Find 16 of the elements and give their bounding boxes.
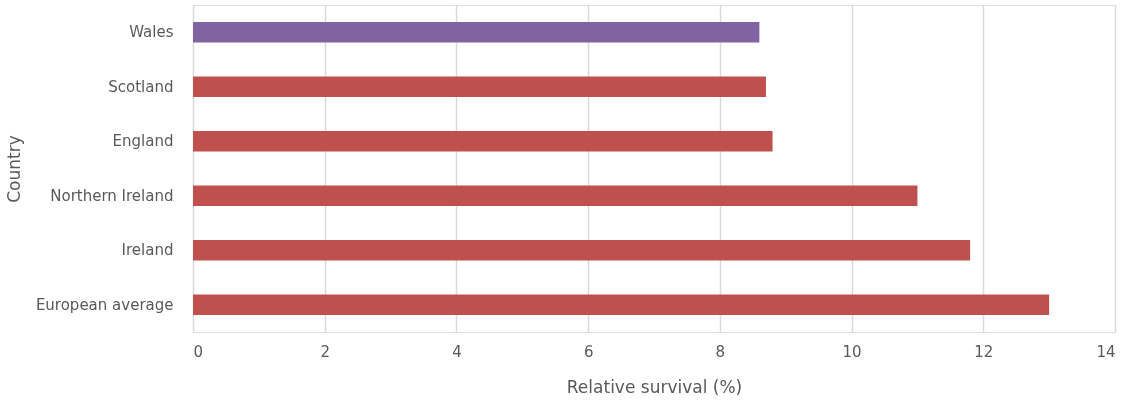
x-tick-label: 12 [974, 342, 994, 361]
x-axis-title: Relative survival (%) [566, 376, 743, 397]
y-tick-label: Wales [129, 23, 174, 42]
x-tick-label: 2 [320, 342, 330, 361]
y-tick-label: Scotland [108, 77, 174, 96]
x-tick-label: 0 [193, 342, 204, 361]
y-axis-title: Country [3, 135, 24, 203]
y-tick-label: Northern Ireland [50, 186, 174, 205]
x-tick-label: 10 [842, 342, 862, 361]
y-tick-label: European average [35, 295, 174, 314]
x-tick-label: 6 [583, 342, 594, 361]
y-tick-label: Ireland [121, 241, 174, 260]
x-tick-label: 14 [1096, 342, 1116, 361]
x-tick-label: 4 [452, 342, 462, 361]
x-tick-label: 8 [715, 342, 726, 361]
y-tick-label: England [112, 132, 174, 151]
